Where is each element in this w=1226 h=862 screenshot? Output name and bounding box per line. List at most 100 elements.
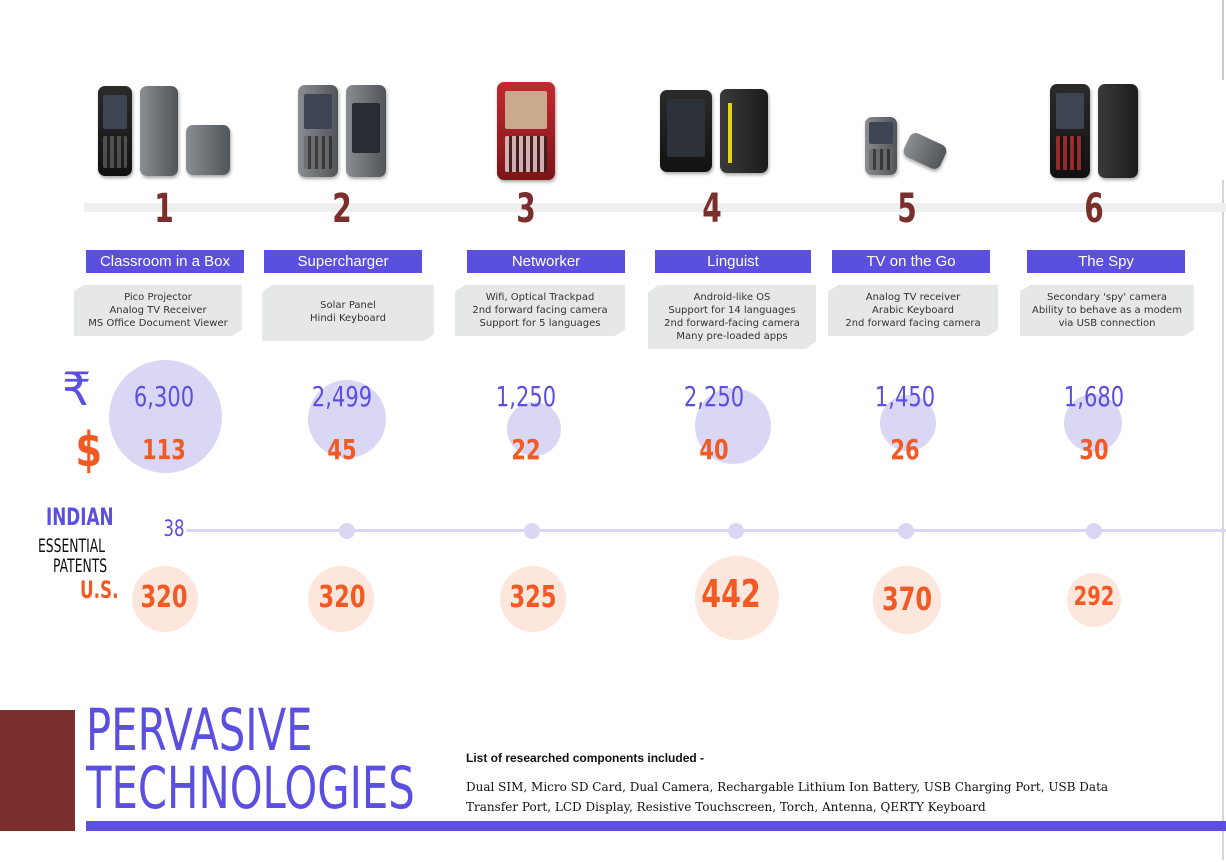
price-usd: 40 [699,433,729,466]
us-patents-bubble [308,566,374,632]
phone-column-1: 1 Classroom in a Box Pico Projector Anal… [74,0,254,862]
feature-line: Solar Panel [320,300,376,311]
us-patents-bubble [132,566,198,632]
us-patents-value: 292 [1073,582,1115,612]
price-bubble [507,402,561,456]
phone-images [1004,78,1184,183]
heading-line-1: PERVASIVE [86,696,313,764]
feature-line: Support for 14 languages [668,305,796,316]
phone-column-4: 4 Linguist Android-like OS Support for 1… [624,0,816,862]
phone-column-3: 3 Networker Wifi, Optical Trackpad 2nd f… [436,0,625,862]
phone-features: Solar Panel Hindi Keyboard [262,285,434,341]
price-usd: 30 [1079,433,1109,466]
price-bubble [1064,394,1122,452]
feature-line: Ability to behave as a modem [1032,305,1182,316]
us-patents-value: 320 [140,580,188,615]
us-patents-bubble [500,566,566,632]
accent-block [0,710,75,831]
phone-front-image [1050,83,1090,178]
us-patents-bubble [695,556,779,640]
phone-features: Wifi, Optical Trackpad 2nd forward facin… [455,285,625,336]
phone-number: 6 [1084,186,1104,232]
price-bubble [695,388,771,464]
us-patents-bubble [1067,573,1121,627]
phone-tilted-image [901,130,949,171]
phone-back-image [720,88,768,173]
phone-number: 4 [702,186,722,232]
phone-number: 2 [332,186,352,232]
phone-front-image [497,81,555,180]
us-label: U.S. [80,576,119,604]
feature-line: Analog TV Receiver [109,305,207,316]
phone-title: The Spy [1027,250,1185,273]
phone-images [252,78,432,183]
phone-images [436,78,616,183]
phone-number: 1 [154,186,174,232]
phone-images [815,78,995,183]
us-patents-value: 320 [318,580,366,615]
phone-front-image [660,89,712,172]
phone-features: Android-like OS Support for 14 languages… [648,285,816,349]
timeline-bar [84,203,1226,212]
price-inr: 6,300 [133,380,195,413]
phone-back-image [1098,83,1138,178]
feature-line: Pico Projector [124,292,192,303]
dollar-symbol: $ [75,422,103,478]
feature-line: Analog TV receiver [865,292,961,303]
essential-label: ESSENTIAL [38,535,106,557]
phone-front-image [98,85,132,176]
indian-patents-line [186,529,1226,532]
phone-number: 3 [516,186,536,232]
components-list: Dual SIM, Micro SD Card, Dual Camera, Re… [466,780,1109,814]
components-heading: List of researched components included - [466,751,705,765]
phone-title: Classroom in a Box [86,250,244,273]
feature-line: Hindi Keyboard [310,313,386,324]
phone-title: TV on the Go [832,250,990,273]
price-inr: 2,250 [683,380,745,413]
phone-back-image [346,84,386,177]
price-bubble [308,380,386,458]
phone-images [624,78,804,183]
phone-front-image [865,116,897,175]
phone-title: Supercharger [264,250,422,273]
phone-column-5: 5 TV on the Go Analog TV receiver Arabic… [815,0,998,862]
phone-features: Secondary 'spy' camera Ability to behave… [1020,285,1194,336]
us-patents-value: 370 [881,580,933,618]
phone-title: Linguist [655,250,811,273]
phone-features: Pico Projector Analog TV Receiver MS Off… [74,285,242,336]
phone-side-image [186,124,230,175]
price-bubble [109,360,222,473]
phone-number: 5 [897,186,917,232]
feature-line: Android-like OS [693,292,771,303]
phone-images [74,78,254,183]
price-inr: 1,680 [1063,380,1125,413]
feature-line: Secondary 'spy' camera [1046,292,1168,303]
footer-bar [86,821,1226,831]
feature-line: via USB connection [1058,318,1156,329]
indian-label: INDIAN [46,503,114,531]
patents-label: PATENTS [53,555,108,577]
price-usd: 45 [327,433,357,466]
us-patents-value: 325 [509,580,557,615]
phone-back-image [140,85,178,176]
price-inr: 1,250 [495,380,557,413]
price-usd: 22 [511,433,541,466]
phone-features: Analog TV receiver Arabic Keyboard 2nd f… [828,285,998,336]
indian-patents-value: 38 [163,517,185,542]
price-usd: 26 [890,433,920,466]
feature-line: 2nd forward facing camera [845,318,981,329]
feature-line: Many pre-loaded apps [676,331,788,342]
price-inr: 2,499 [311,380,373,413]
page-edge-rule [1222,0,1224,80]
feature-line: Support for 5 languages [479,318,601,329]
feature-line: 2nd forward facing camera [472,305,608,316]
heading-line-2: TECHNOLOGIES [86,754,415,822]
phone-column-2: 2 Supercharger Solar Panel Hindi Keyboar… [252,0,434,862]
feature-line: Arabic Keyboard [872,305,954,316]
feature-line: Wifi, Optical Trackpad [485,292,595,303]
phone-front-image [298,84,338,177]
phone-title: Networker [467,250,625,273]
price-inr: 1,450 [874,380,936,413]
page-edge-rule-lower [1222,180,1224,860]
price-bubble [880,395,936,451]
